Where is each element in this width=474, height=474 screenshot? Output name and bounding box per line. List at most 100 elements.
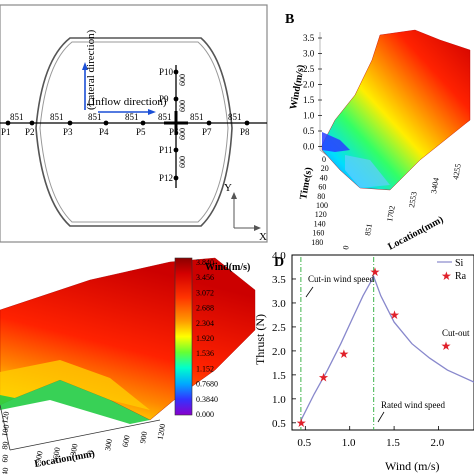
spacing-label: 851 <box>125 112 139 122</box>
colorbar-value: 2.304 <box>196 319 214 328</box>
test-points: ★ ★ ★ ★ ★ ★ <box>296 265 451 430</box>
x-ticks: 0.5 1.0 1.5 2.0 <box>297 426 445 449</box>
sensor-label: P1 <box>1 127 11 137</box>
colorbar-value: 1.920 <box>196 334 214 343</box>
panel-d-thrust-chart: D 0.51.01.52.02.53.03.54.0 0.5 1.0 1.5 2.0 … <box>253 250 474 473</box>
location-tick-label: 4255 <box>451 163 463 180</box>
location-tick-label: 0 <box>341 245 351 251</box>
panel-c-axis-left <box>0 404 11 451</box>
colorbar-title: Wind(m/s) <box>205 262 250 273</box>
tank-outline-inner <box>39 41 229 223</box>
rated-pointer <box>377 411 385 423</box>
colorbar-value: 1.152 <box>196 364 214 373</box>
plot-frame <box>291 254 474 431</box>
sensor-point <box>206 120 212 126</box>
test-point-star: ★ <box>441 339 452 353</box>
spacing-label: 600 <box>178 128 187 140</box>
sensor-label: P2 <box>25 127 35 137</box>
z-tick-label: 1.0 <box>303 111 315 121</box>
sensor-labels-horizontal: P1 P2 P3 P4 P5 P6 P7 P8 <box>1 127 250 137</box>
spacing-label: 851 <box>88 112 102 122</box>
spacing-label: 851 <box>190 112 204 122</box>
time-tick-label: 0 <box>322 155 326 164</box>
sensor-label: P9 <box>159 94 169 104</box>
panel-b-letter: B <box>285 12 294 27</box>
time-tick-label: 140 <box>314 219 326 228</box>
sensor-label: P7 <box>202 127 212 137</box>
legend-test: Ra <box>455 271 467 282</box>
y-ticks: 0.5 1.0 1.5 2.0 2.5 3.0 3.5 4.0 <box>272 250 296 430</box>
spacing-label: 600 <box>178 74 187 86</box>
sensor-label: P6 <box>169 127 179 137</box>
y-tick-label: 2.0 <box>272 346 286 358</box>
sensor-point <box>173 69 179 75</box>
location-tick-label: -300 <box>68 443 79 459</box>
sensor-points <box>5 69 250 181</box>
sensor-label: P11 <box>159 145 173 155</box>
x-axis-label: X <box>259 231 267 243</box>
test-point-star: ★ <box>296 416 307 430</box>
sensor-point <box>29 120 35 126</box>
colorbar <box>174 257 193 416</box>
sensor-point <box>173 96 179 102</box>
spacing-label: 851 <box>228 112 242 122</box>
panel-b-3d-surface: B 3.53.02.52.01.51.00.50.0 0204060801001… <box>285 12 471 253</box>
tank-outline-outer <box>35 37 233 227</box>
time-tick-label: 180 <box>311 238 323 247</box>
time-tick-label: 60 <box>318 183 326 192</box>
panel-c-surface-base <box>0 380 150 424</box>
rated-annotation: Rated wind speed <box>381 400 445 410</box>
colorbar-value: 3.456 <box>196 273 214 282</box>
sensor-point <box>173 175 179 181</box>
colorbar-value: 3.072 <box>196 288 214 297</box>
y-axis-title: Thrust (N) <box>253 314 267 365</box>
sensor-point <box>140 120 146 126</box>
z-tick-label: 2.5 <box>303 64 315 74</box>
y-tick-label: 2.5 <box>272 322 286 334</box>
location-tick-label: -600 <box>51 447 62 463</box>
y-tick-label: 4.0 <box>272 250 286 262</box>
y-axis-label: Y <box>224 182 232 194</box>
time-tick-label: 40 <box>0 467 10 474</box>
sensor-label: P5 <box>136 127 146 137</box>
panel-b-location-ticks: 0 851 1702 2553 3404 4255 <box>341 163 463 250</box>
z-tick-label: 2.0 <box>303 80 315 90</box>
colorbar-value: 3.840 <box>196 258 214 267</box>
sensor-label: P8 <box>240 127 250 137</box>
panel-b-surface-low <box>322 132 350 152</box>
z-tick-label: 0.5 <box>303 126 315 136</box>
time-tick-label: 80 <box>317 192 325 201</box>
lateral-arrow-head <box>82 62 88 70</box>
legend-simulation: Si <box>455 258 464 269</box>
cut-in-pointer <box>305 286 314 298</box>
cut-in-annotation: Cut-in wind speed <box>308 274 374 284</box>
time-tick-label: 120 <box>0 411 11 424</box>
spacing-label: 851 <box>50 112 64 122</box>
panel-b-time-label: Time(s) <box>298 167 314 201</box>
location-tick-label: -900 <box>33 450 44 466</box>
time-tick-label: 120 <box>315 210 327 219</box>
time-tick-label: 40 <box>320 173 328 182</box>
y-tick-label: 1.5 <box>272 370 286 382</box>
sensor-label: P10 <box>159 67 174 77</box>
time-tick-label: 80 <box>0 441 10 450</box>
x-tick-label: 2.0 <box>430 437 444 449</box>
cut-out-annotation: Cut-out <box>442 328 470 338</box>
spacing-label: 851 <box>158 112 172 122</box>
colorbar-value: 0.7680 <box>196 380 218 389</box>
inflow-arrow-head <box>148 109 156 115</box>
sensor-point <box>103 120 109 126</box>
location-tick-label: 300 <box>103 438 114 451</box>
y-tick-label: 3.0 <box>272 298 286 310</box>
colorbar-value: 0.3840 <box>196 395 218 404</box>
y-tick-label: 3.5 <box>272 274 286 286</box>
panel-c-surface-edge <box>0 360 150 410</box>
simulation-line <box>300 275 474 421</box>
x-tick-label: 0.5 <box>297 437 311 449</box>
location-tick-label: 2553 <box>407 191 419 208</box>
spacing-label: 600 <box>178 100 187 112</box>
panel-b-surface-valley <box>345 155 390 188</box>
